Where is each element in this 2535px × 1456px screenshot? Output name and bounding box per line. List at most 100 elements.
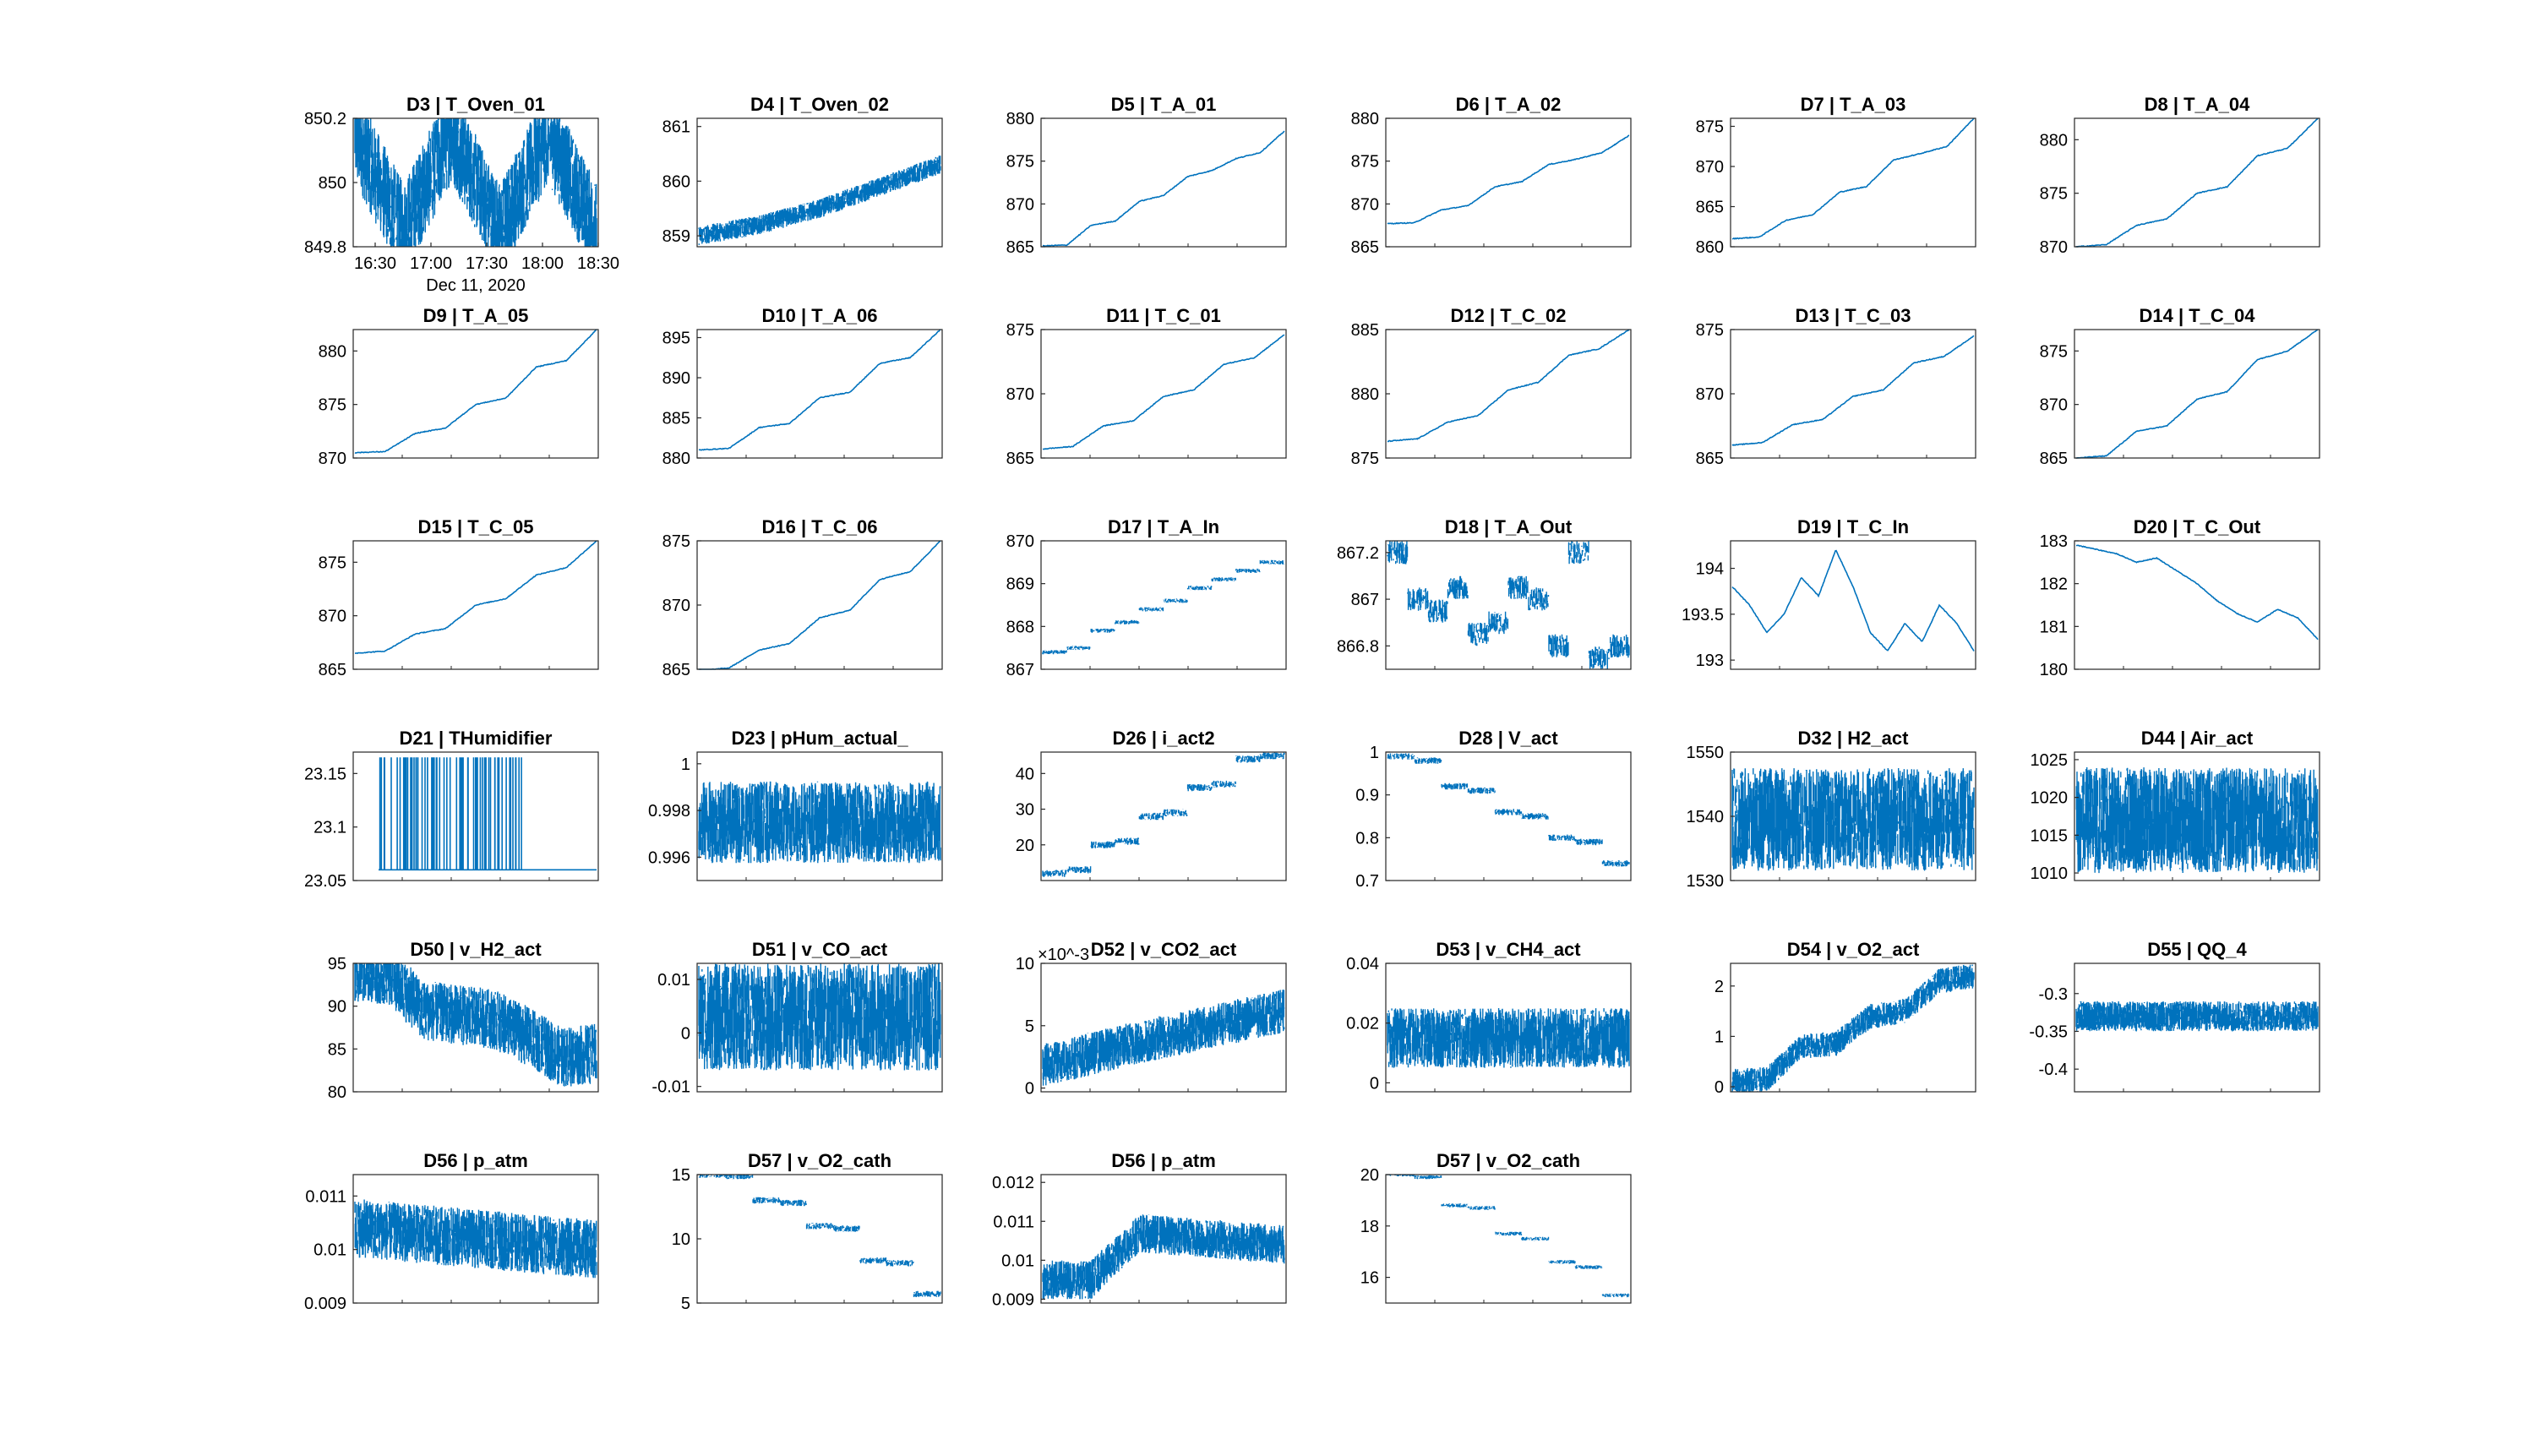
subplot-26: D51 | v_CO_act 0.01 0 -0.01	[651, 939, 943, 1097]
subplot-title: D19 | T_C_In	[1797, 516, 1909, 537]
y-tick-label: 859	[662, 227, 690, 246]
series-line	[2076, 329, 2319, 459]
subplot-5: D7 | T_A_03 875 870 865 860	[1696, 94, 1976, 257]
series-line	[354, 118, 597, 247]
y-tick-label: 0.8	[1355, 829, 1379, 848]
subplot-19: D21 | THumidifier 23.15 23.1 23.05	[304, 728, 599, 891]
y-tick-label: 867.2	[1337, 544, 1379, 563]
y-tick-label: 80	[328, 1083, 346, 1102]
y-tick-label: 865	[662, 661, 690, 679]
axes-box	[1385, 117, 1632, 248]
series-line	[698, 329, 941, 451]
axes-box	[1385, 751, 1632, 881]
y-tick-label: 1015	[2031, 826, 2069, 845]
y-tick-label: 0.011	[305, 1187, 346, 1206]
subplot-23: D32 | H2_act 1550 1540 1530	[1687, 728, 1976, 891]
y-tick-label: 875	[1351, 153, 1379, 172]
y-tick-label: 0.009	[304, 1295, 346, 1313]
y-tick-label: 0	[1715, 1078, 1724, 1097]
y-tick-label: 5	[1025, 1017, 1034, 1036]
series-line	[1731, 549, 1975, 652]
y-tick-label: 885	[662, 410, 690, 428]
axes-box	[1385, 540, 1632, 670]
y-tick-label: 182	[2040, 575, 2068, 594]
y-tick-label: 870	[1351, 195, 1379, 214]
subplot-20: D23 | pHum_actual_ 1 0.998 0.996	[648, 728, 943, 881]
subplot-15: D17 | T_A_In 870 869 868 867	[1006, 516, 1287, 679]
y-tick-label: 870	[2040, 396, 2068, 415]
y-tick-label: 870	[1006, 532, 1034, 551]
y-tick-label: 875	[1696, 118, 1724, 137]
y-tick-label: 870	[1696, 158, 1724, 177]
series-line	[1387, 541, 1630, 669]
subplot-title: D15 | T_C_05	[417, 516, 533, 537]
axes-box	[696, 329, 943, 459]
subplot-27: D52 | v_CO2_act×10^-310 5 0	[1016, 939, 1287, 1099]
subplot-title: D12 | T_C_02	[1450, 305, 1566, 326]
axes-box	[1040, 117, 1287, 248]
y-tick-label: 85	[328, 1040, 346, 1059]
series-line	[699, 540, 941, 670]
y-tick-label: 23.1	[313, 819, 346, 837]
y-tick-label: 0.009	[992, 1290, 1034, 1309]
series-line	[698, 1175, 941, 1297]
y-tick-label: 880	[319, 342, 346, 361]
y-tick-label: 1010	[2031, 864, 2069, 883]
y-tick-label: 875	[319, 553, 346, 572]
y-tick-label: 850	[319, 174, 346, 193]
subplot-17: D19 | T_C_In 194 193.5 193	[1682, 516, 1976, 670]
subplot-title: D32 | H2_act	[1798, 728, 1910, 749]
y-tick-label: 193	[1696, 652, 1724, 670]
subplot-31: D56 | p_atm 0.011 0.01 0.009	[304, 1150, 599, 1313]
y-tick-label: 95	[328, 955, 346, 973]
y-tick-label: 0.012	[992, 1174, 1034, 1192]
y-tick-label: 890	[662, 369, 690, 388]
series-line	[1042, 752, 1285, 877]
y-tick-label: 1020	[2031, 789, 2069, 808]
subplot-18: D20 | T_C_Out 183 182 181 180	[2040, 516, 2320, 679]
subplot-title: D55 | QQ_4	[2147, 939, 2247, 960]
y-tick-label: 870	[1696, 385, 1724, 404]
y-tick-label: 875	[1351, 450, 1379, 468]
y-tick-label: 880	[1351, 385, 1379, 404]
series-line	[1387, 134, 1630, 225]
y-tick-label: 875	[1006, 321, 1034, 340]
series-line	[1042, 1214, 1285, 1300]
y-tick-label: 1025	[2031, 751, 2069, 770]
y-tick-label: 865	[1696, 450, 1724, 468]
subplot-6: D8 | T_A_04 880 875 870	[2040, 94, 2320, 257]
axes-box	[1040, 540, 1287, 670]
y-tick-label: 20	[1016, 837, 1034, 855]
subplot-title: D28 | V_act	[1458, 728, 1558, 749]
axes-box	[1040, 962, 1287, 1093]
series-line	[1387, 753, 1630, 867]
y-tick-label: 850.2	[304, 110, 346, 128]
x-tick-label: 17:00	[410, 254, 452, 273]
y-tick-label: 880	[662, 450, 690, 468]
subplot-title: D51 | v_CO_act	[752, 939, 888, 960]
subplot-title: D6 | T_A_02	[1456, 94, 1562, 115]
subplot-7: D9 | T_A_05 880 875 870	[319, 305, 599, 468]
axes-box	[352, 962, 599, 1093]
axes-box	[1040, 751, 1287, 881]
subplot-title: D44 | Air_act	[2141, 728, 2254, 749]
subplot-title: D8 | T_A_04	[2145, 94, 2251, 115]
y-tick-label: -0.01	[651, 1078, 690, 1097]
series-line	[379, 757, 597, 871]
y-tick-label: 0.998	[648, 802, 690, 821]
series-line	[2075, 544, 2319, 641]
subplot-title: D3 | T_Oven_01	[406, 94, 545, 115]
subplot-1: D3 | T_Oven_01 850.2 850 849.8 16:30 17:00 17:…	[304, 94, 619, 295]
y-tick-label: 866.8	[1337, 637, 1379, 656]
subplot-title: D54 | v_O2_act	[1787, 939, 1920, 960]
y-tick-label: 0.04	[1346, 955, 1379, 973]
y-tick-label: 1540	[1687, 808, 1725, 826]
y-tick-label: 867	[1351, 591, 1379, 609]
axes-box	[1730, 962, 1976, 1093]
series-line	[1731, 117, 1975, 240]
x-tick-label: 18:30	[577, 254, 619, 273]
series-line	[698, 781, 941, 864]
series-line	[2075, 767, 2319, 874]
